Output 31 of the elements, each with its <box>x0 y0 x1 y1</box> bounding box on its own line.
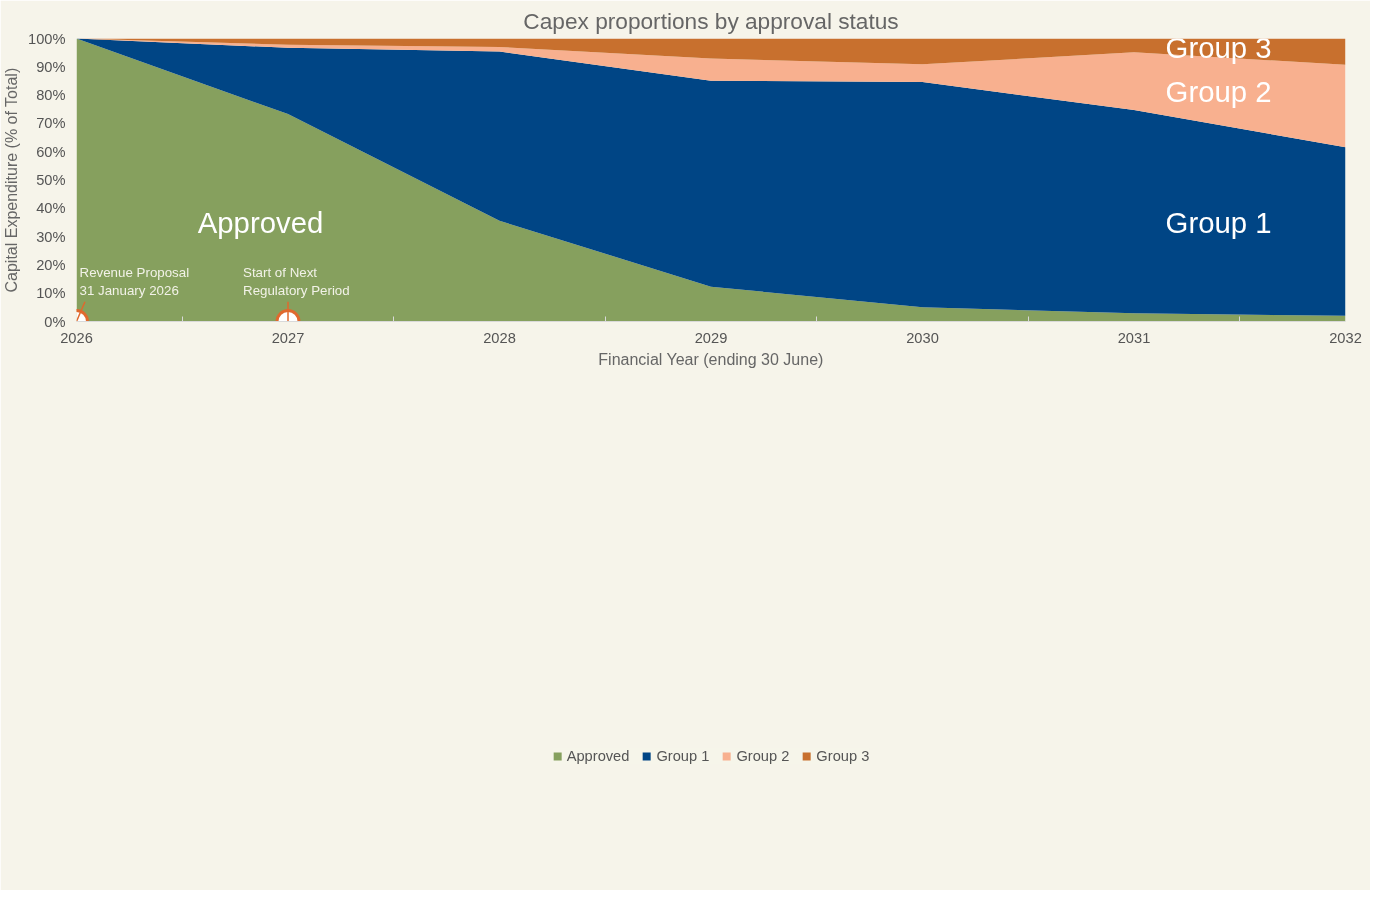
text: Group 1 <box>1165 205 1272 239</box>
annotation: Revenue Proposal 31 January 2026 <box>79 264 190 298</box>
text: Group 2 <box>1165 74 1272 108</box>
y-tick-label: 0% <box>44 313 66 330</box>
y-tick-label: 70% <box>36 115 66 132</box>
y-tick-label: 90% <box>36 58 66 75</box>
x-tick-label: 2030 <box>906 329 939 346</box>
legend-label: Group 2 <box>736 748 790 764</box>
y-tick-label: 10% <box>36 285 66 302</box>
x-tick-label: 2028 <box>483 329 516 346</box>
x-axis-title: Financial Year (ending 30 June) <box>598 350 824 368</box>
y-tick-label: 40% <box>36 200 66 217</box>
y-tick-label: 20% <box>36 256 66 273</box>
y-axis-title: Capital Expenditure (% of Total) <box>3 67 21 293</box>
legend-label: Group 1 <box>656 748 710 764</box>
x-tick-label: 2027 <box>271 329 305 346</box>
x-tick-label: 2031 <box>1117 329 1151 346</box>
y-tick-label: 80% <box>36 87 66 104</box>
x-tick-label: 2029 <box>694 329 728 346</box>
y-tick-label: 30% <box>36 228 66 245</box>
y-tick-label: 60% <box>36 143 66 160</box>
text: Group 3 <box>1165 31 1272 65</box>
chart-title: Capex proportions by approval status <box>523 7 899 34</box>
x-tick-label: 2026 <box>60 329 93 346</box>
legend-label: Approved <box>566 748 630 764</box>
legend-label: Group 3 <box>816 748 870 764</box>
text: Approved <box>197 205 324 239</box>
y-tick-label: 50% <box>36 172 66 188</box>
x-tick-label: 2032 <box>1329 329 1362 346</box>
annotation: Start of Next Regulatory Period <box>243 264 350 298</box>
y-tick-label: 100% <box>28 30 66 47</box>
